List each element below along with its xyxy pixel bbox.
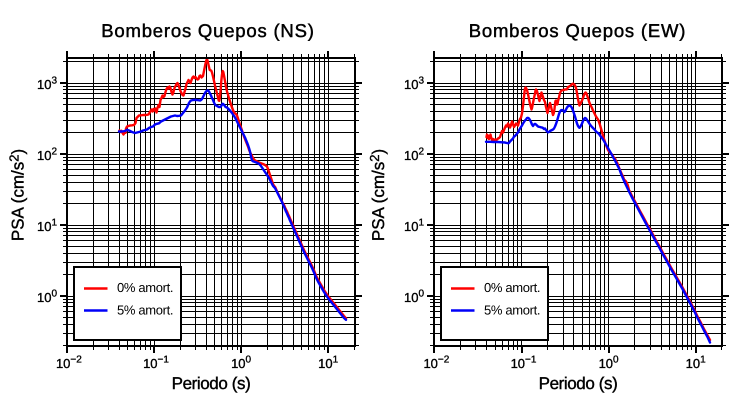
svg-text:Periodo (s): Periodo (s) [172, 374, 251, 393]
svg-text:Bomberos Quepos (NS): Bomberos Quepos (NS) [101, 20, 314, 41]
svg-text:5% amort.: 5% amort. [117, 302, 173, 317]
svg-text:Bomberos Quepos (EW): Bomberos Quepos (EW) [469, 20, 687, 41]
svg-text:PSA (cm/s2): PSA (cm/s2) [7, 149, 28, 241]
svg-text:PSA (cm/s2): PSA (cm/s2) [367, 149, 388, 241]
svg-text:5% amort.: 5% amort. [484, 302, 540, 317]
svg-text:0% amort.: 0% amort. [117, 280, 173, 295]
svg-text:Periodo (s): Periodo (s) [539, 374, 618, 393]
svg-text:0% amort.: 0% amort. [484, 280, 540, 295]
